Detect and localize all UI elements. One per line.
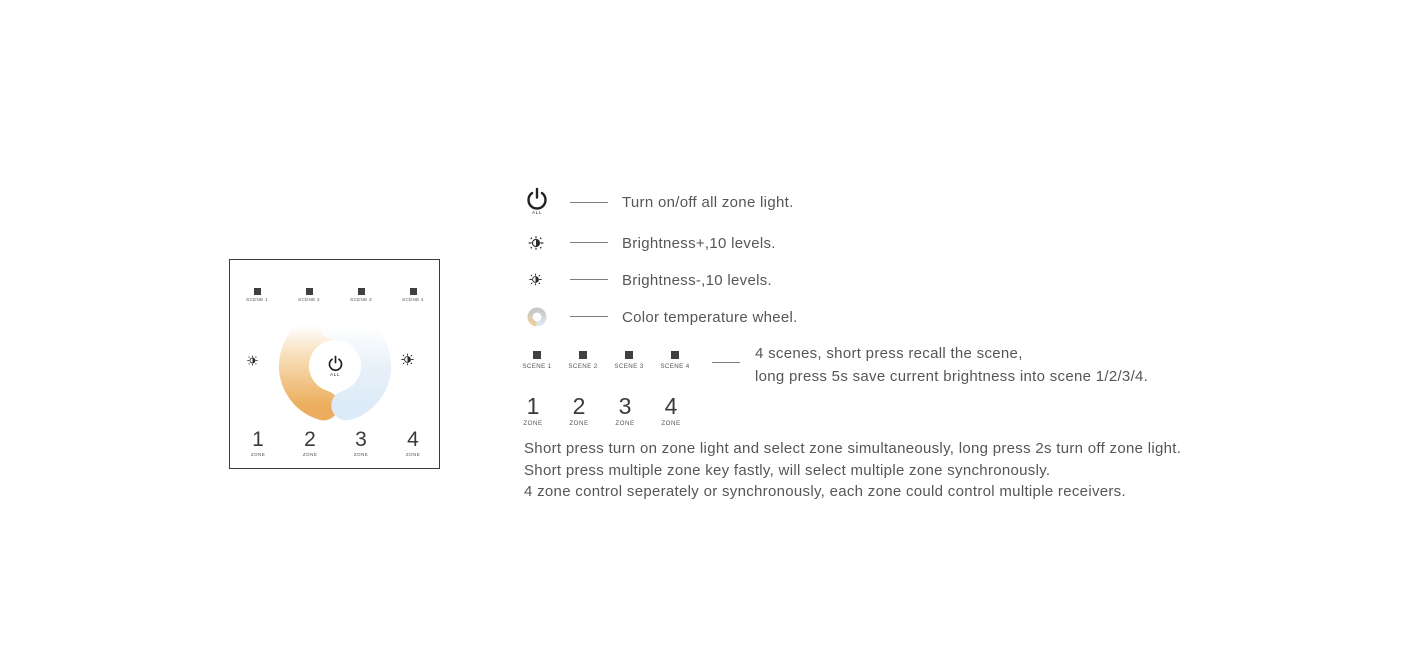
zone-button-2[interactable]: 2 ZONE xyxy=(287,428,333,458)
power-all-icon-label: ALL xyxy=(531,211,543,216)
legend-row-text: Brightness+,10 levels. xyxy=(622,235,776,252)
zone-number: 1 xyxy=(526,393,540,419)
zone-number: 2 xyxy=(572,393,586,419)
legend-scene-text-line1: 4 scenes, short press recall the scene, xyxy=(755,345,1023,362)
zone-number: 2 xyxy=(304,428,316,451)
scene-key-icon xyxy=(533,351,541,359)
brightness-minus-button[interactable] xyxy=(246,354,259,367)
legend-scene-text-line2: long press 5s save current brightness in… xyxy=(755,367,1149,385)
legend-scene-key-2: SCENE 2 xyxy=(556,351,610,370)
power-all-button[interactable]: ALL xyxy=(318,355,352,378)
leader-line xyxy=(570,279,608,281)
scene-button-label: SCENE 3 xyxy=(350,297,372,302)
legend-row-text: Color temperature wheel. xyxy=(622,309,798,326)
zone-note-line: 4 zone control seperately or synchronous… xyxy=(524,483,1126,500)
legend-row-text: Turn on/off all zone light. xyxy=(622,194,794,211)
zone-notes: Short press turn on zone light and selec… xyxy=(524,438,1181,503)
scene-button-1[interactable]: SCENE 1 xyxy=(234,288,280,302)
zone-number: 4 xyxy=(664,393,678,419)
leader-line xyxy=(712,362,740,364)
zone-label: ZONE xyxy=(661,420,681,427)
zone-label: ZONE xyxy=(302,452,318,457)
power-icon xyxy=(327,355,344,372)
legend-scene-text: 4 scenes, short press recall the scene, … xyxy=(755,343,1148,388)
scene-key-label: SCENE 4 xyxy=(660,363,690,370)
zone-button-4[interactable]: 4 ZONE xyxy=(390,428,436,458)
scene-key-icon xyxy=(671,351,679,359)
legend-row-text: Brightness-,10 levels. xyxy=(622,272,773,289)
legend-zone-key-3: 3 ZONE xyxy=(602,393,648,428)
scene-key-label: SCENE 2 xyxy=(568,363,598,370)
zone-label: ZONE xyxy=(405,452,421,457)
zone-number: 3 xyxy=(355,428,367,451)
color-temperature-wheel[interactable] xyxy=(270,301,400,431)
color-temperature-wheel-icon xyxy=(527,307,547,327)
scene-button-label: SCENE 4 xyxy=(402,297,424,302)
leader-line xyxy=(570,242,608,244)
scene-button-label: SCENE 2 xyxy=(298,297,320,302)
legend-scene-key-4: SCENE 4 xyxy=(648,351,702,370)
zone-number: 1 xyxy=(252,428,264,451)
scene-button-label: SCENE 1 xyxy=(246,297,268,302)
zone-note-line: Short press turn on zone light and selec… xyxy=(524,440,1182,457)
scene-key-icon xyxy=(579,351,587,359)
legend-zone-key-1: 1 ZONE xyxy=(510,393,556,428)
zone-button-1[interactable]: 1 ZONE xyxy=(235,428,281,458)
zone-label: ZONE xyxy=(523,420,543,427)
touch-panel: SCENE 1 SCENE 2 SCENE 3 SCENE 4 xyxy=(229,259,440,469)
zone-label: ZONE xyxy=(569,420,589,427)
leader-line xyxy=(570,202,608,204)
legend-scene-key-1: SCENE 1 xyxy=(510,351,564,370)
scene-key-icon xyxy=(357,288,365,295)
scene-key-icon xyxy=(305,288,313,295)
legend-zone-key-2: 2 ZONE xyxy=(556,393,602,428)
scene-button-3[interactable]: SCENE 3 xyxy=(338,288,384,302)
scene-key-label: SCENE 3 xyxy=(614,363,644,370)
legend-scene-key-3: SCENE 3 xyxy=(602,351,656,370)
zone-label: ZONE xyxy=(615,420,635,427)
scene-key-icon xyxy=(253,288,261,295)
scene-key-icon xyxy=(409,288,417,295)
zone-button-3[interactable]: 3 ZONE xyxy=(338,428,384,458)
zone-note-line: Short press multiple zone key fastly, wi… xyxy=(524,461,1051,479)
zone-label: ZONE xyxy=(353,452,369,457)
legend-zone-key-4: 4 ZONE xyxy=(648,393,694,428)
leader-line xyxy=(570,316,608,318)
zone-number: 3 xyxy=(618,393,632,419)
scene-key-label: SCENE 1 xyxy=(522,363,552,370)
scene-button-4[interactable]: SCENE 4 xyxy=(390,288,436,302)
brightness-plus-button[interactable] xyxy=(400,352,415,367)
zone-number: 4 xyxy=(407,428,419,451)
brightness-minus-icon xyxy=(528,272,543,287)
power-all-label: ALL xyxy=(329,373,341,378)
power-all-icon: ALL xyxy=(525,187,549,216)
zone-label: ZONE xyxy=(250,452,266,457)
brightness-plus-icon xyxy=(527,234,545,252)
scene-key-icon xyxy=(625,351,633,359)
scene-button-2[interactable]: SCENE 2 xyxy=(286,288,332,302)
